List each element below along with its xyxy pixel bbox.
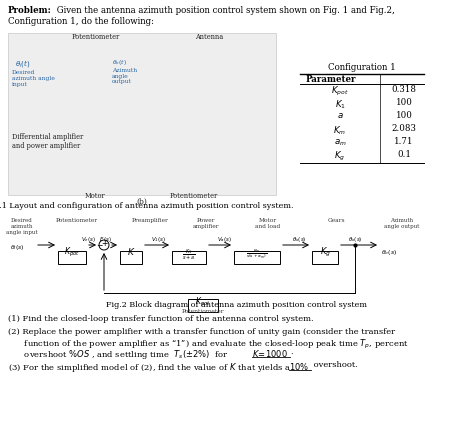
FancyBboxPatch shape <box>172 251 206 264</box>
Text: $K_m$: $K_m$ <box>333 124 346 137</box>
Text: Preamplifier: Preamplifier <box>132 218 168 223</box>
Text: $a_m$: $a_m$ <box>334 137 346 148</box>
Text: $K_{pot}$: $K_{pot}$ <box>331 85 349 98</box>
Text: Azimuth
angle output: Azimuth angle output <box>384 218 419 229</box>
Text: Power
amplifier: Power amplifier <box>193 218 219 229</box>
Text: Potentiometer: Potentiometer <box>72 33 120 41</box>
FancyBboxPatch shape <box>234 251 280 264</box>
Text: $\theta_o(s)$: $\theta_o(s)$ <box>292 235 306 244</box>
Text: Motor: Motor <box>85 192 106 200</box>
Text: Potentiometer: Potentiometer <box>170 192 218 200</box>
Text: Fig.1 Layout and configuration of antenna azimuth position control system.: Fig.1 Layout and configuration of antenn… <box>0 202 294 210</box>
Text: −: − <box>96 241 102 250</box>
Text: $K_g$: $K_g$ <box>334 150 346 163</box>
Text: $K_1$: $K_1$ <box>335 98 346 110</box>
Text: $\frac{K_m}{s(s+a_m)}$: $\frac{K_m}{s(s+a_m)}$ <box>246 248 267 261</box>
Text: $\theta_o(s)$: $\theta_o(s)$ <box>381 248 397 257</box>
Text: 1.71: 1.71 <box>394 137 414 146</box>
Text: $K_{pot}$: $K_{pot}$ <box>64 246 80 259</box>
Text: $K_g$: $K_g$ <box>319 246 330 259</box>
Text: $V_1(s)$: $V_1(s)$ <box>152 235 166 244</box>
Text: Problem:: Problem: <box>8 6 52 15</box>
Text: Fig.2 Block diagram of antenna azimuth position control system: Fig.2 Block diagram of antenna azimuth p… <box>107 301 367 309</box>
Text: Motor
and load: Motor and load <box>255 218 281 229</box>
FancyBboxPatch shape <box>188 299 218 312</box>
Text: Gears: Gears <box>327 218 345 223</box>
Text: $\theta_i(s)$: $\theta_i(s)$ <box>10 243 25 252</box>
Text: $V_e(s)\ \ \ E(s)$: $V_e(s)\ \ \ E(s)$ <box>81 235 111 244</box>
Text: $\theta_o(s)$: $\theta_o(s)$ <box>348 235 362 244</box>
Text: 2.083: 2.083 <box>392 124 417 133</box>
FancyBboxPatch shape <box>120 251 142 264</box>
Text: (3) For the simplified model of (2), find the value of $K$ that yields a: (3) For the simplified model of (2), fin… <box>8 361 292 374</box>
Text: Potentiometer: Potentiometer <box>56 218 98 223</box>
Text: Differential amplifier
and power amplifier: Differential amplifier and power amplifi… <box>12 133 83 150</box>
Text: $a$: $a$ <box>337 111 343 120</box>
Text: 0.318: 0.318 <box>392 85 417 94</box>
Text: 100: 100 <box>396 111 412 120</box>
Text: (2) Replace the power amplifier with a transfer function of unity gain (consider: (2) Replace the power amplifier with a t… <box>8 328 395 336</box>
Text: Given the antenna azimuth position control system shown on Fig. 1 and Fig.2,: Given the antenna azimuth position contr… <box>54 6 395 15</box>
Text: $\theta_i(t)$: $\theta_i(t)$ <box>15 58 30 69</box>
Text: overshoot $\%OS$ , and settling time  $T_s(\pm2\%)$  for: overshoot $\%OS$ , and settling time $T_… <box>8 348 228 361</box>
Text: $V_a(s)$: $V_a(s)$ <box>217 235 231 244</box>
Text: $K\!=\!1000$: $K\!=\!1000$ <box>252 348 288 359</box>
Text: (1) Find the closed-loop transfer function of the antenna control system.: (1) Find the closed-loop transfer functi… <box>8 315 314 323</box>
Text: Desired
azimuth angle
input: Desired azimuth angle input <box>12 70 55 86</box>
FancyBboxPatch shape <box>58 251 86 264</box>
Text: Configuration 1, do the following:: Configuration 1, do the following: <box>8 17 154 26</box>
Text: Potentiometer: Potentiometer <box>182 309 224 314</box>
Text: Configuration 1: Configuration 1 <box>328 63 396 72</box>
Text: $K_{pot}$: $K_{pot}$ <box>195 296 211 309</box>
Text: $\frac{K_1}{s+a}$: $\frac{K_1}{s+a}$ <box>182 248 196 263</box>
Text: Antenna: Antenna <box>195 33 223 41</box>
FancyBboxPatch shape <box>312 251 338 264</box>
Text: $10\%$: $10\%$ <box>289 361 309 372</box>
Text: .: . <box>290 348 292 356</box>
Text: Desired
azimuth
angle input: Desired azimuth angle input <box>6 218 38 235</box>
Text: (b): (b) <box>137 198 147 206</box>
Text: overshoot.: overshoot. <box>311 361 358 369</box>
Text: $\theta_o(t)$
Azimuth
angle
output: $\theta_o(t)$ Azimuth angle output <box>112 58 137 84</box>
Text: 100: 100 <box>396 98 412 107</box>
Text: Parameter: Parameter <box>306 75 356 84</box>
Text: $K$: $K$ <box>127 246 135 257</box>
Text: +: + <box>101 238 107 247</box>
Text: function of the power amplifier as “1”) and evaluate the closed-loop peak time $: function of the power amplifier as “1”) … <box>8 338 409 351</box>
FancyBboxPatch shape <box>8 33 276 195</box>
Text: 0.1: 0.1 <box>397 150 411 159</box>
